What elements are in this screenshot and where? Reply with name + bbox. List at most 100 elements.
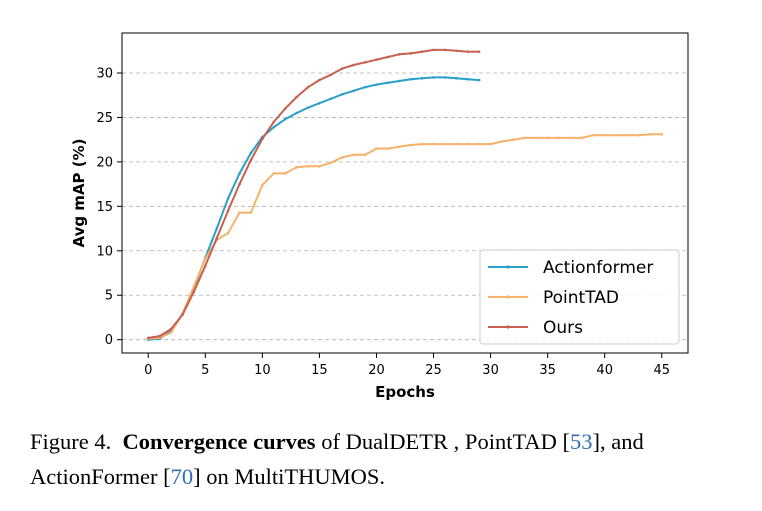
data-point — [352, 153, 355, 157]
data-point — [215, 237, 219, 240]
data-point — [466, 50, 470, 53]
data-point — [352, 63, 355, 67]
data-point — [397, 53, 401, 56]
data-point — [375, 147, 378, 150]
data-point — [352, 89, 355, 93]
data-point — [226, 197, 230, 200]
data-point — [340, 156, 344, 159]
data-point — [158, 336, 161, 340]
data-point — [455, 77, 458, 80]
data-point — [569, 136, 572, 140]
y-tick-label: 5 — [105, 289, 113, 304]
data-point — [272, 172, 276, 175]
data-point — [637, 133, 641, 137]
data-point — [512, 138, 515, 141]
y-tick-label: 0 — [105, 333, 113, 348]
y-tick-label: 10 — [96, 244, 113, 259]
data-point — [158, 334, 161, 338]
x-tick-label: 20 — [368, 363, 385, 378]
caption-ref-70[interactable]: 70 — [170, 464, 194, 489]
data-point — [226, 231, 230, 235]
data-point — [204, 264, 207, 268]
legend-box — [479, 249, 680, 345]
data-point — [306, 165, 310, 168]
data-point — [386, 147, 390, 150]
data-point — [329, 161, 333, 165]
data-point — [318, 165, 321, 168]
data-point — [660, 133, 664, 136]
data-point — [295, 165, 298, 169]
data-point — [249, 211, 253, 214]
data-point — [649, 133, 652, 136]
legend: Actionformer PointTAD Ours — [479, 249, 680, 345]
legend-marker — [506, 265, 510, 269]
data-point — [363, 85, 367, 89]
data-point — [375, 83, 378, 86]
data-point — [215, 227, 219, 230]
data-point — [443, 48, 447, 52]
data-point — [375, 58, 378, 61]
data-point — [363, 153, 367, 157]
data-point — [386, 81, 390, 85]
data-point — [363, 61, 367, 64]
x-axis-ticks: 0 5 10 15 20 25 30 35 40 45 — [144, 353, 670, 378]
data-point — [432, 142, 435, 146]
data-point — [409, 52, 413, 55]
data-point — [295, 95, 298, 99]
data-point — [603, 133, 606, 137]
data-point — [181, 313, 184, 317]
data-point — [614, 133, 618, 137]
data-point — [192, 285, 196, 288]
x-tick-label: 15 — [311, 363, 328, 378]
data-point — [397, 79, 401, 83]
series-actionformer — [146, 76, 481, 341]
caption-ref-53[interactable]: 53 — [570, 429, 593, 454]
data-point — [477, 50, 481, 53]
data-point — [318, 101, 321, 105]
convergence-chart: 0 5 10 15 20 25 30 35 40 45 0 5 10 15 20 25 30 Epochs A… — [70, 32, 689, 401]
x-tick-label: 25 — [425, 363, 442, 378]
data-point — [557, 136, 561, 140]
data-point — [443, 76, 447, 79]
x-axis-label: Epochs — [375, 383, 435, 401]
data-point — [306, 106, 310, 109]
series-line — [148, 76, 480, 341]
data-point — [146, 336, 150, 340]
series-line — [148, 133, 662, 340]
legend-label: Actionformer — [543, 258, 653, 278]
data-point — [238, 182, 241, 186]
data-point — [226, 209, 230, 213]
data-point — [443, 142, 447, 146]
data-point — [409, 77, 413, 81]
data-point — [466, 142, 470, 146]
series-ours — [146, 48, 481, 340]
data-point — [318, 78, 321, 82]
data-point — [249, 158, 253, 162]
y-tick-label: 25 — [96, 111, 113, 126]
data-point — [477, 78, 481, 82]
caption-text-3: ] on MultiTHUMOS. — [193, 464, 385, 489]
legend-label: PointTAD — [543, 288, 619, 308]
x-tick-label: 5 — [201, 363, 209, 378]
data-point — [204, 257, 207, 261]
data-point — [169, 331, 173, 334]
caption-bold-phrase: Convergence curves — [122, 429, 316, 454]
data-point — [272, 120, 276, 124]
series-line — [148, 48, 480, 339]
series-pointtad — [146, 133, 664, 341]
data-point — [329, 97, 333, 101]
x-tick-label: 30 — [482, 363, 499, 378]
grid-lines — [122, 72, 688, 341]
y-axis-ticks: 0 5 10 15 20 25 30 — [96, 67, 122, 348]
data-point — [626, 133, 629, 137]
data-point — [591, 133, 595, 137]
y-tick-label: 20 — [96, 155, 113, 170]
data-point — [306, 85, 310, 89]
data-point — [261, 137, 264, 141]
data-point — [546, 136, 549, 140]
x-tick-label: 40 — [596, 363, 613, 378]
data-point — [489, 142, 492, 146]
data-point — [272, 125, 276, 129]
caption-text-2: ], and ActionFormer [ — [30, 429, 644, 489]
caption-figure-label: Figure 4. — [30, 429, 112, 454]
